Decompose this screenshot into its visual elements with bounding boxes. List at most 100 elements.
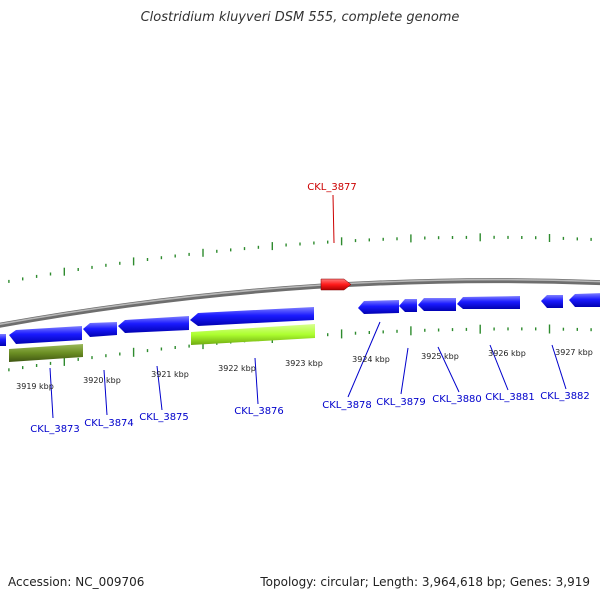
gene-block-reverse-5[interactable] xyxy=(190,307,314,326)
outer-tick xyxy=(63,267,65,276)
gene-ckl-3881[interactable] xyxy=(457,296,520,309)
gene-ckl-3877[interactable] xyxy=(320,278,352,291)
inner-tick xyxy=(22,366,24,370)
outer-tick xyxy=(105,263,107,267)
inner-tick xyxy=(424,328,426,332)
gene-label-ckl-3876[interactable]: CKL_3876 xyxy=(234,406,284,417)
gene-label-ckl-3879[interactable]: CKL_3879 xyxy=(376,397,426,408)
feature-lime-block[interactable] xyxy=(191,324,315,345)
outer-tick xyxy=(230,248,232,252)
outer-tick xyxy=(160,256,163,260)
inner-tick xyxy=(479,324,481,334)
label-leaders xyxy=(49,194,567,419)
outer-tick xyxy=(479,233,481,242)
gene-block-reverse-3[interactable] xyxy=(83,322,117,337)
outer-tick xyxy=(299,242,301,246)
inner-tick xyxy=(465,327,468,331)
inner-tick xyxy=(521,327,523,331)
outer-tick xyxy=(243,247,246,251)
outer-tick xyxy=(49,272,52,276)
inner-tick xyxy=(105,354,107,358)
outer-tick xyxy=(548,234,551,242)
outer-tick xyxy=(8,279,10,283)
gene-block-reverse-end[interactable] xyxy=(569,293,600,307)
outer-tick xyxy=(493,235,495,239)
outer-tick xyxy=(119,261,121,265)
gene-label-ckl-3873[interactable]: CKL_3873 xyxy=(30,424,80,435)
kbp-tick-label: 3926 kbp xyxy=(488,349,526,358)
outer-tick xyxy=(77,268,79,271)
inner-tick xyxy=(437,328,440,332)
kbp-tick-label: 3921 kbp xyxy=(151,370,189,379)
outer-tick xyxy=(424,236,426,240)
inner-tick xyxy=(91,356,93,360)
genome-backbone xyxy=(0,278,600,328)
inner-tick xyxy=(35,364,38,367)
inner-tick xyxy=(396,329,398,333)
gene-label-ckl-3882[interactable]: CKL_3882 xyxy=(540,391,590,402)
outer-tick xyxy=(216,249,218,253)
outer-tick xyxy=(313,241,315,245)
outer-tick xyxy=(368,238,370,242)
gene-ckl-3878[interactable] xyxy=(358,300,399,314)
kbp-tick-label: 3922 kbp xyxy=(218,364,256,373)
inner-tick xyxy=(368,331,370,334)
gene-block-reverse-2[interactable] xyxy=(9,326,82,344)
gene-ckl-3880[interactable] xyxy=(418,298,456,311)
outer-tick xyxy=(327,240,329,244)
outer-tick xyxy=(437,236,440,240)
inner-tick xyxy=(49,361,52,365)
inner-tick xyxy=(160,347,163,351)
kbp-tick-label: 3919 kbp xyxy=(16,382,54,391)
outer-tick xyxy=(562,236,565,240)
gene-ckl-3879[interactable] xyxy=(399,299,417,312)
inner-tick xyxy=(327,333,329,337)
outer-tick xyxy=(507,235,509,239)
outer-tick xyxy=(535,236,537,240)
gene-label-ckl-3874[interactable]: CKL_3874 xyxy=(84,418,134,429)
outer-tick xyxy=(340,237,343,246)
gene-label-ckl-3881[interactable]: CKL_3881 xyxy=(485,392,535,403)
feature-olive-block[interactable] xyxy=(9,344,83,362)
gene-label-ckl-3878[interactable]: CKL_3878 xyxy=(322,400,372,411)
kbp-tick-label: 3927 kbp xyxy=(555,348,593,357)
outer-tick xyxy=(202,248,204,257)
inner-tick xyxy=(590,328,592,332)
inner-tick xyxy=(8,368,10,372)
outer-tick xyxy=(22,277,24,281)
outer-tick xyxy=(521,236,523,239)
outer-tick xyxy=(257,245,260,249)
inner-tick xyxy=(576,327,578,331)
inner-tick xyxy=(354,331,357,335)
inner-tick xyxy=(119,352,121,356)
outer-tick xyxy=(91,265,93,269)
inner-tick xyxy=(146,349,149,353)
gene-block-reverse-1[interactable] xyxy=(0,334,6,346)
inner-tick xyxy=(562,327,565,331)
genome-backbone-highlight xyxy=(0,278,600,325)
outer-tick xyxy=(410,234,412,243)
kbp-tick-label: 3924 kbp xyxy=(352,355,390,364)
outer-tick xyxy=(146,258,149,261)
inner-tick xyxy=(340,329,343,339)
gene-label-ckl-3875[interactable]: CKL_3875 xyxy=(139,412,189,423)
outer-tick xyxy=(382,237,384,241)
outer-tick xyxy=(451,236,454,239)
outer-tick xyxy=(271,242,273,251)
gene-label-ckl-3880[interactable]: CKL_3880 xyxy=(432,394,482,405)
outer-tick xyxy=(285,243,287,247)
accession-text: Accession: NC_009706 xyxy=(8,575,145,589)
outer-tick xyxy=(590,237,592,241)
outer-tick xyxy=(465,235,468,239)
gene-ckl-3882[interactable] xyxy=(541,295,563,308)
outer-tick-ring xyxy=(8,233,592,283)
inner-tick xyxy=(548,324,551,334)
outer-tick xyxy=(35,274,38,278)
gene-label-ckl-3877[interactable]: CKL_3877 xyxy=(307,182,357,193)
outer-tick xyxy=(132,257,135,266)
inner-tick xyxy=(410,326,412,336)
inner-tick xyxy=(507,327,509,331)
gene-block-reverse-4[interactable] xyxy=(118,316,189,333)
outer-tick xyxy=(188,252,190,256)
